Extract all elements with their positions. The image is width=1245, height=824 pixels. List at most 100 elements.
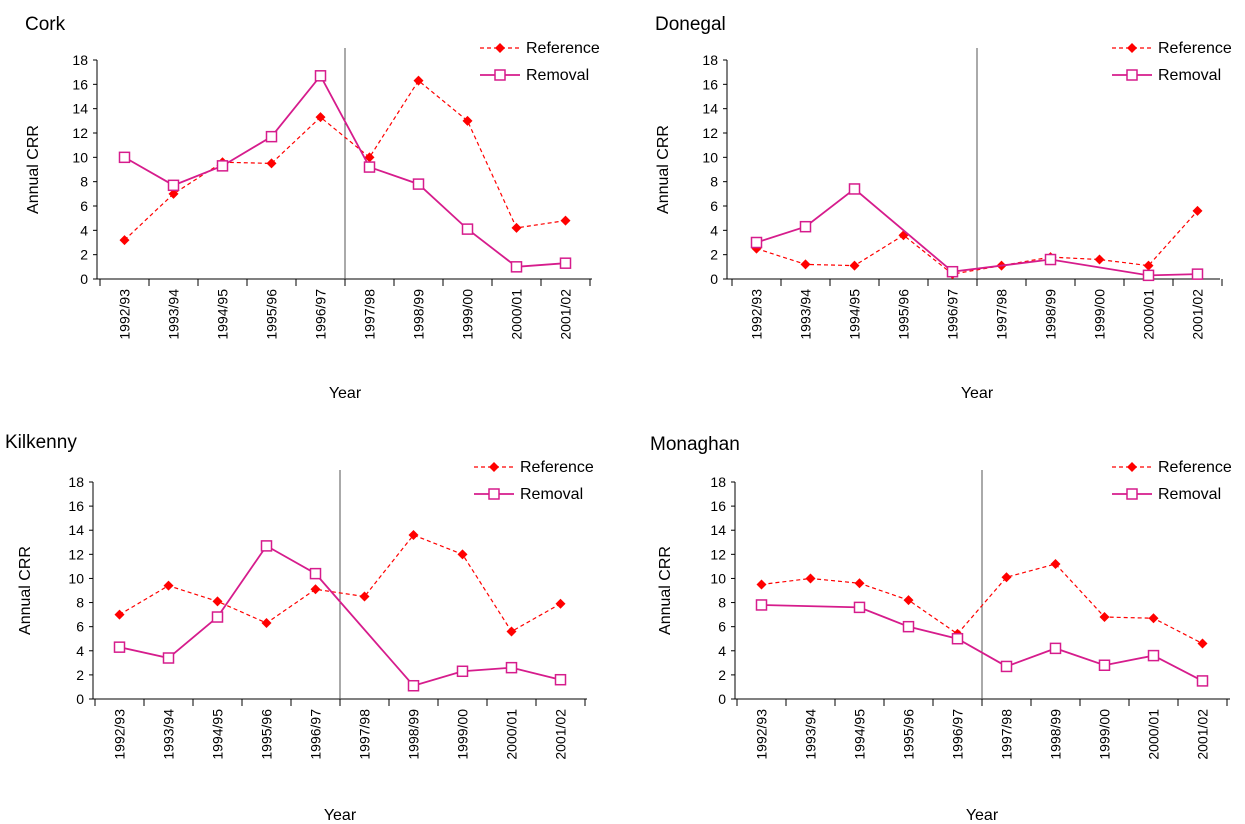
legend-label: Removal: [1158, 67, 1221, 84]
y-tick-label: 8: [718, 595, 726, 611]
x-tick-label: 1998/99: [1048, 709, 1064, 760]
y-tick-label: 0: [710, 271, 718, 287]
x-tick-label: 2000/01: [509, 289, 525, 340]
x-tick-label: 1996/97: [945, 289, 961, 340]
y-tick-label: 14: [68, 522, 84, 538]
data-point-removal: [412, 178, 425, 190]
panel-title: Monaghan: [650, 434, 740, 455]
x-tick-label: 1995/96: [901, 709, 917, 760]
data-point-reference: [506, 626, 517, 637]
data-point-removal: [216, 160, 229, 172]
y-tick-label: 10: [68, 570, 84, 586]
x-tick-label: 2001/02: [553, 709, 569, 760]
x-tick-label: 2000/01: [1146, 709, 1162, 760]
x-tick-label: 2000/01: [1141, 289, 1157, 340]
data-point-reference: [413, 75, 424, 86]
data-point-reference: [1148, 613, 1159, 624]
y-tick-label: 4: [76, 643, 84, 659]
legend-label: Reference: [526, 40, 600, 57]
x-tick-label: 2001/02: [1190, 289, 1206, 340]
x-tick-label: 1994/95: [210, 709, 226, 760]
legend-marker: [1126, 488, 1138, 500]
data-point-reference: [903, 595, 914, 606]
data-point-removal: [456, 665, 469, 678]
y-axis-label: Annual CRR: [657, 546, 674, 635]
x-tick-label: 1993/94: [161, 709, 177, 760]
y-tick-label: 4: [80, 222, 88, 238]
legend-label: Removal: [1158, 486, 1221, 503]
y-tick-label: 18: [68, 474, 84, 490]
data-point-reference: [1099, 612, 1110, 623]
y-tick-label: 12: [68, 546, 84, 562]
series-line-reference: [761, 563, 1203, 645]
data-point-reference: [364, 152, 375, 163]
data-point-reference: [1192, 205, 1203, 216]
data-point-removal: [902, 620, 915, 633]
series-reference: [114, 530, 566, 637]
y-tick-label: 16: [710, 498, 726, 514]
legend-label: Reference: [1158, 459, 1232, 476]
data-point-removal: [162, 652, 175, 664]
data-point-removal: [848, 183, 861, 195]
data-point-removal: [799, 220, 812, 233]
x-axis-label: Year: [329, 385, 362, 402]
series-removal: [118, 70, 572, 273]
x-tick-label: 1998/99: [406, 709, 422, 760]
data-point-removal: [461, 223, 474, 235]
data-point-removal: [1049, 642, 1062, 655]
x-tick-label: 1996/97: [308, 709, 324, 760]
x-tick-label: 1998/99: [1043, 289, 1059, 340]
y-tick-label: 0: [80, 271, 88, 287]
x-tick-label: 1995/96: [896, 289, 912, 340]
legend-marker: [494, 69, 506, 81]
series-removal: [113, 540, 567, 692]
data-point-reference: [261, 618, 272, 629]
y-tick-label: 2: [80, 247, 88, 263]
legend-label: Removal: [520, 486, 583, 503]
data-point-reference: [310, 584, 321, 595]
y-tick-label: 16: [702, 76, 718, 92]
y-tick-label: 14: [72, 101, 88, 117]
x-tick-label: 1993/94: [798, 289, 814, 340]
legend-marker: [488, 488, 500, 500]
y-tick-label: 4: [718, 643, 726, 659]
y-tick-label: 18: [702, 52, 718, 68]
y-tick-label: 16: [68, 498, 84, 514]
data-point-removal: [118, 151, 131, 164]
data-point-removal: [1098, 659, 1111, 671]
legend-label: Removal: [526, 67, 589, 84]
data-point-reference: [800, 259, 811, 270]
y-tick-label: 10: [72, 149, 88, 165]
x-tick-label: 1995/96: [264, 289, 280, 340]
data-point-reference: [854, 578, 865, 589]
data-point-removal: [1142, 269, 1155, 282]
x-tick-label: 1997/98: [357, 709, 373, 760]
data-point-removal: [260, 540, 273, 552]
data-point-reference: [1197, 638, 1208, 649]
legend-label: Reference: [1158, 40, 1232, 57]
x-tick-label: 1993/94: [803, 709, 819, 760]
x-tick-label: 1997/98: [999, 709, 1015, 760]
data-point-removal: [853, 601, 866, 614]
x-tick-label: 1994/95: [852, 709, 868, 760]
data-point-removal: [554, 673, 567, 686]
series-line-reference: [119, 534, 561, 633]
data-point-reference: [212, 596, 223, 607]
data-point-removal: [1191, 268, 1204, 280]
x-tick-label: 1999/00: [455, 709, 471, 760]
x-tick-label: 1997/98: [994, 289, 1010, 340]
x-tick-label: 1999/00: [1092, 289, 1108, 340]
x-tick-label: 2001/02: [558, 289, 574, 340]
x-axis-label: Year: [961, 385, 994, 402]
chart-panel-monaghan: Monaghan 0 2 4 6 8 10 12 14 16 18 1992/93 1993/94 199…: [650, 434, 1232, 824]
legend-marker: [1127, 462, 1137, 472]
data-point-removal: [407, 679, 420, 692]
data-point-reference: [1094, 254, 1105, 265]
legend-label: Reference: [520, 459, 594, 476]
data-point-removal: [510, 261, 523, 273]
y-tick-label: 4: [710, 222, 718, 238]
data-point-reference: [462, 115, 473, 126]
y-tick-label: 14: [710, 522, 726, 538]
data-point-reference: [849, 260, 860, 271]
series-removal: [750, 183, 1204, 282]
